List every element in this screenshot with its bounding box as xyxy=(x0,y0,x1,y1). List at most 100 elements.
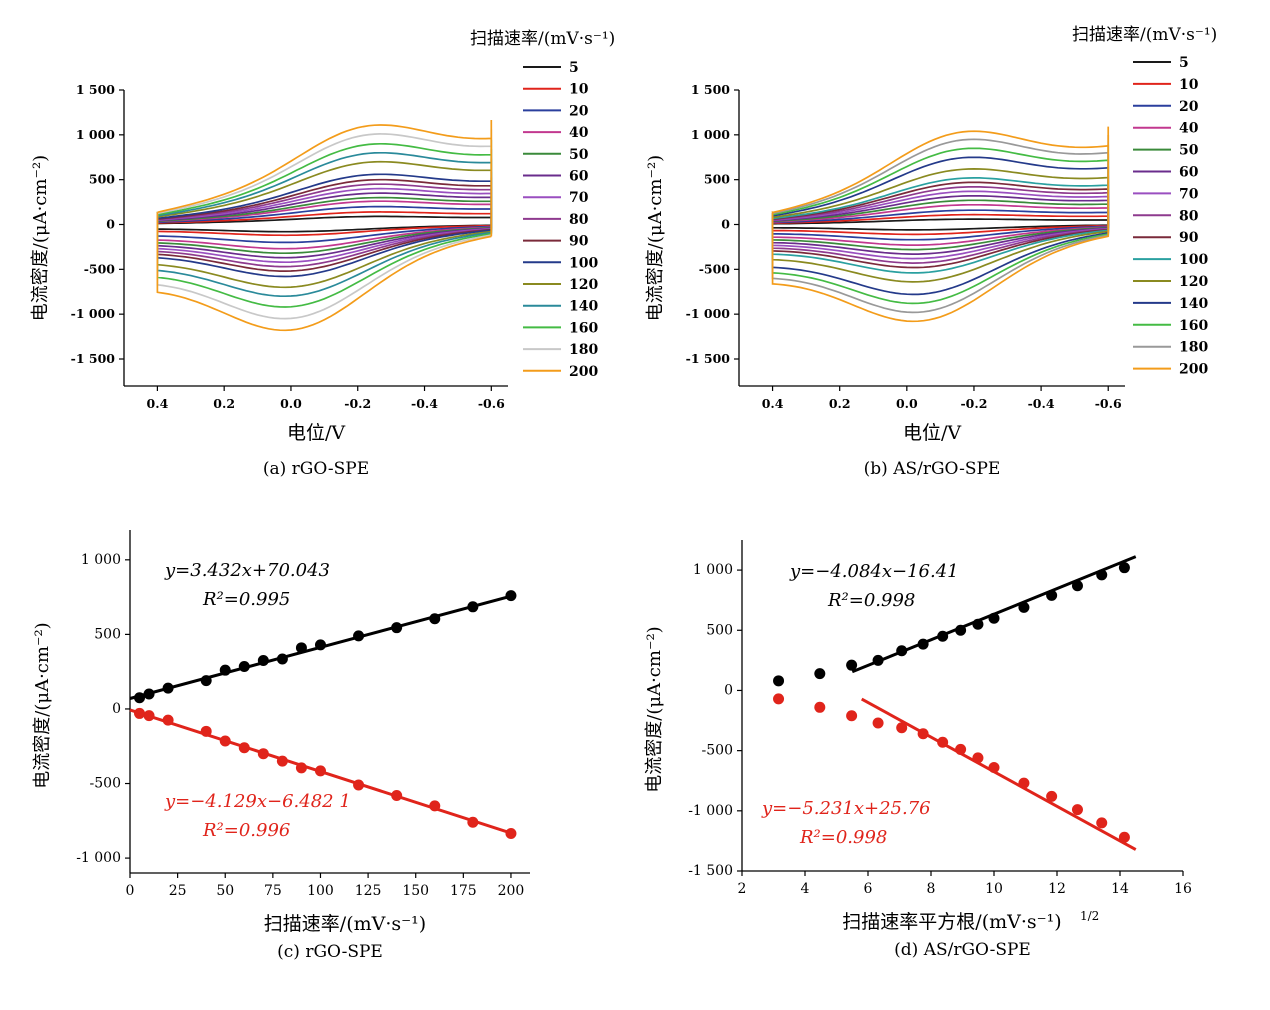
y-tick-label: 500 xyxy=(94,626,121,642)
data-point-0-0 xyxy=(134,692,146,704)
legend-label-5: 5 xyxy=(569,60,579,76)
data-point-0-12 xyxy=(429,613,441,625)
data-point-1-1 xyxy=(814,701,826,713)
legend-title: 扫描速率/(mV·s⁻¹) xyxy=(1072,25,1217,45)
legend-label-100: 100 xyxy=(569,255,598,271)
y-tick-label: -1 500 xyxy=(686,351,731,366)
fit-r2-0: R²=0.998 xyxy=(827,590,915,611)
fit-equation-0: y=−4.084x−16.41 xyxy=(789,561,959,582)
legend-label-80: 80 xyxy=(1179,208,1199,224)
data-point-1-10 xyxy=(353,779,365,791)
legend-label-60: 60 xyxy=(569,169,589,185)
y-tick-label: 0 xyxy=(106,217,115,232)
x-tick-label: 75 xyxy=(264,883,282,899)
y-tick-label: -1 000 xyxy=(686,306,731,321)
legend-label-40: 40 xyxy=(569,125,589,141)
data-point-1-7 xyxy=(276,755,288,767)
data-point-1-11 xyxy=(391,789,403,801)
legend-label-90: 90 xyxy=(569,234,589,250)
data-point-1-13 xyxy=(1096,817,1108,829)
x-tick-label: 0.0 xyxy=(280,396,302,411)
x-tick-label: -0.6 xyxy=(1095,396,1122,411)
legend-label-20: 20 xyxy=(1179,99,1199,115)
data-point-0-2 xyxy=(162,682,174,694)
y-tick-label: 1 500 xyxy=(691,82,730,97)
x-axis-label: 扫描速率/(mV·s⁻¹) xyxy=(264,913,426,935)
y-axis-label: 电流密度/(μA·cm⁻²) xyxy=(645,155,666,321)
panel-a-cv-rgo-spe: 1 500 1 000 500 0 -500 -1 000 -1 500 0.4 0.2 0.0 -… xyxy=(30,29,615,479)
fit-r2-1: R²=0.998 xyxy=(799,827,887,848)
legend-label-140: 140 xyxy=(1179,296,1208,312)
data-point-1-5 xyxy=(238,742,250,754)
cv-curve-100 xyxy=(771,175,1110,274)
y-tick-label: -1 500 xyxy=(688,863,733,879)
y-tick-label: 0 xyxy=(724,682,733,698)
fit-equation-1: y=−5.231x+25.76 xyxy=(761,798,931,819)
y-tick-label: 1 000 xyxy=(81,552,121,568)
data-point-0-0 xyxy=(773,675,785,687)
x-axis-label: 电位/V xyxy=(287,422,345,444)
x-tick-label: 0.4 xyxy=(147,396,169,411)
x-tick-label: 0.2 xyxy=(213,396,235,411)
data-point-0-8 xyxy=(972,618,984,630)
legend-label-200: 200 xyxy=(1179,362,1208,378)
data-point-0-3 xyxy=(872,654,884,666)
legend-label-180: 180 xyxy=(569,342,598,358)
x-tick-label: 150 xyxy=(402,883,429,899)
legend-label-80: 80 xyxy=(569,212,589,228)
y-tick-label: 1 000 xyxy=(691,127,730,142)
x-tick-label: 25 xyxy=(169,883,187,899)
fit-r2-1: R²=0.996 xyxy=(202,820,290,841)
data-point-0-13 xyxy=(467,601,479,613)
x-tick-label: 4 xyxy=(801,881,810,897)
data-point-1-9 xyxy=(988,761,1000,773)
data-point-0-5 xyxy=(917,638,929,650)
y-tick-label: -1 000 xyxy=(76,850,121,866)
data-point-0-14 xyxy=(1118,562,1130,574)
x-tick-label: 8 xyxy=(927,881,936,897)
data-point-0-11 xyxy=(391,622,403,634)
x-tick-label: -0.4 xyxy=(411,396,438,411)
data-point-1-12 xyxy=(429,800,441,812)
legend-label-40: 40 xyxy=(1179,121,1199,137)
y-axis-label: 电流密度/(μA·cm⁻²) xyxy=(644,626,665,792)
fit-equation-1: y=−4.129x−6.482 1 xyxy=(164,791,351,812)
panel-c-linear-fit-rgo-spe: 1 000 500 0 -500 -1 000 0 25 50 75 100 125 150 175 20… xyxy=(32,530,530,962)
y-tick-label: 1 500 xyxy=(76,82,115,97)
x-tick-label: 2 xyxy=(738,881,747,897)
data-point-0-4 xyxy=(219,664,231,676)
x-tick-label: 6 xyxy=(864,881,873,897)
x-tick-label: 0.0 xyxy=(896,396,918,411)
legend-label-100: 100 xyxy=(1179,252,1208,268)
data-point-1-1 xyxy=(143,710,155,722)
x-axis-label: 电位/V xyxy=(903,422,961,444)
data-point-0-1 xyxy=(814,668,826,680)
y-axis-label: 电流密度/(μA·cm⁻²) xyxy=(30,155,51,321)
x-tick-label: 100 xyxy=(307,883,334,899)
data-point-0-14 xyxy=(505,590,517,602)
data-point-0-6 xyxy=(257,654,269,666)
data-point-0-7 xyxy=(276,653,288,665)
data-point-0-9 xyxy=(314,639,326,651)
cv-curve-140 xyxy=(771,153,1110,296)
data-point-1-13 xyxy=(467,816,479,828)
data-point-1-2 xyxy=(846,710,858,722)
data-point-1-0 xyxy=(773,693,785,705)
data-point-1-8 xyxy=(972,752,984,764)
fit-line-1 xyxy=(860,697,1137,851)
data-point-0-5 xyxy=(238,660,250,672)
x-tick-label: 0.2 xyxy=(829,396,851,411)
panel-b-cv-as-rgo-spe: 1 500 1 000 500 0 -500 -1 000 -1 500 0.4 0.2 0.0 -… xyxy=(645,25,1217,479)
y-tick-label: -1 000 xyxy=(688,803,733,819)
legend-label-160: 160 xyxy=(1179,318,1208,334)
cv-curve-120 xyxy=(771,166,1110,283)
legend-label-50: 50 xyxy=(1179,143,1199,159)
data-point-1-6 xyxy=(937,736,949,748)
y-tick-label: 1 000 xyxy=(693,562,733,578)
legend-label-5: 5 xyxy=(1179,55,1189,71)
x-tick-label: -0.2 xyxy=(344,396,371,411)
fit-r2-0: R²=0.995 xyxy=(202,589,290,610)
legend-label-180: 180 xyxy=(1179,340,1208,356)
data-point-1-5 xyxy=(917,728,929,740)
